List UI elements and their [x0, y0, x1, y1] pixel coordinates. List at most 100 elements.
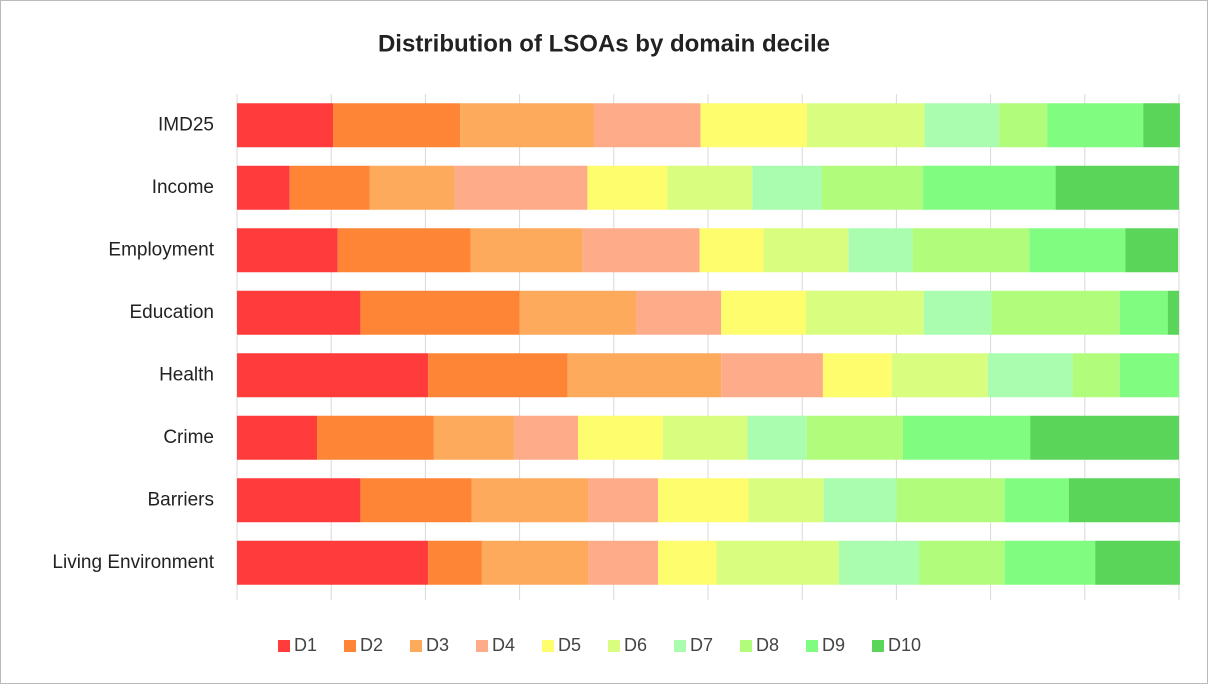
legend-label: D8 — [756, 635, 779, 655]
bar-segment — [924, 103, 1000, 148]
bar-segment — [806, 103, 925, 148]
bar-segment — [337, 228, 471, 273]
bar-segment — [721, 290, 806, 335]
legend-swatch — [476, 640, 488, 652]
bar-segment — [470, 228, 583, 273]
bar-segment — [460, 103, 595, 148]
legend-swatch — [872, 640, 884, 652]
legend-label: D3 — [426, 635, 449, 655]
bar-segment — [662, 415, 748, 460]
bar-segment — [923, 290, 992, 335]
bar-segment — [360, 290, 520, 335]
bar-segment — [991, 290, 1120, 335]
bar-segment — [1004, 478, 1069, 523]
bar-segment — [433, 415, 514, 460]
bar-segment — [237, 165, 290, 210]
bar-segment — [428, 540, 482, 585]
bar-segment — [912, 228, 1030, 273]
bar-segment — [454, 165, 588, 210]
bar-segment — [237, 478, 361, 523]
chart-title: Distribution of LSOAs by domain decile — [378, 30, 830, 57]
bar-segment — [763, 228, 849, 273]
bar-segment — [1004, 540, 1096, 585]
bar-segment — [237, 290, 361, 335]
bar-segment — [848, 228, 913, 273]
bar-segment — [237, 353, 429, 398]
bar-segment — [1119, 353, 1179, 398]
bar-segment — [922, 165, 1056, 210]
bar-segment — [1047, 103, 1144, 148]
legend-label: D2 — [360, 635, 383, 655]
bar-segment — [594, 103, 701, 148]
bar-segment — [582, 228, 700, 273]
bar-segment — [658, 540, 717, 585]
legend-label: D10 — [888, 635, 921, 655]
legend-swatch — [740, 640, 752, 652]
bar-segment — [822, 353, 892, 398]
bar-segment — [805, 290, 924, 335]
bar-segment — [1119, 290, 1168, 335]
y-tick-label: Crime — [163, 427, 214, 448]
bar-segment — [838, 540, 920, 585]
y-tick-label: Health — [159, 364, 214, 385]
bar-segment — [289, 165, 370, 210]
bar-segment — [519, 290, 637, 335]
bar-segment — [699, 228, 764, 273]
bar-segment — [721, 353, 823, 398]
bar-segment — [748, 478, 824, 523]
bar-segment — [999, 103, 1048, 148]
bar-segment — [237, 103, 334, 148]
bar-segment — [716, 540, 839, 585]
bar-segment — [896, 478, 1005, 523]
bar-segment — [587, 165, 668, 210]
bar-segment — [987, 353, 1073, 398]
bar-segment — [471, 478, 589, 523]
bar-segment — [1072, 353, 1120, 398]
bar-segment — [919, 540, 1005, 585]
bar-segment — [578, 415, 663, 460]
bar-segment — [658, 478, 749, 523]
legend-swatch — [674, 640, 686, 652]
bar-segment — [513, 415, 579, 460]
y-tick-label: Income — [152, 177, 214, 198]
bar-segment — [481, 540, 589, 585]
bar-segment — [636, 290, 722, 335]
bar-segment — [700, 103, 807, 148]
legend-swatch — [278, 640, 290, 652]
legend-swatch — [608, 640, 620, 652]
bar-segment — [1125, 228, 1179, 273]
legend-swatch — [344, 640, 356, 652]
bar-segment — [588, 540, 659, 585]
legend-label: D5 — [558, 635, 581, 655]
bar-segment — [1167, 290, 1179, 335]
bar-segment — [237, 415, 318, 460]
y-tick-label: Living Environment — [52, 552, 214, 573]
legend-swatch — [542, 640, 554, 652]
bar-segment — [1055, 165, 1179, 210]
bar-segment — [333, 103, 461, 148]
bar-segment — [237, 540, 429, 585]
bar-segment — [752, 165, 822, 210]
bar-segment — [567, 353, 722, 398]
legend-label: D4 — [492, 635, 515, 655]
legend-label: D1 — [294, 635, 317, 655]
bar-segment — [1068, 478, 1180, 523]
legend-label: D7 — [690, 635, 713, 655]
bar-segment — [317, 415, 434, 460]
legend-label: D6 — [624, 635, 647, 655]
bar-segment — [360, 478, 472, 523]
bar-segment — [821, 165, 923, 210]
legend-label: D9 — [822, 635, 845, 655]
y-tick-label: IMD25 — [158, 114, 214, 135]
y-tick-label: Employment — [108, 239, 214, 260]
bar-segment — [588, 478, 659, 523]
y-tick-label: Education — [129, 302, 214, 323]
bar-segment — [369, 165, 455, 210]
bar-segment — [902, 415, 1031, 460]
y-tick-label: Barriers — [147, 489, 214, 510]
bar-segment — [891, 353, 988, 398]
legend-swatch — [806, 640, 818, 652]
bar-segment — [1030, 415, 1179, 460]
bar-segment — [1029, 228, 1126, 273]
